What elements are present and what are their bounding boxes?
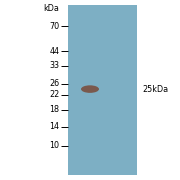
Text: 26: 26 (49, 79, 59, 88)
Text: 44: 44 (49, 47, 59, 56)
Text: 22: 22 (49, 90, 59, 99)
Text: kDa: kDa (44, 4, 59, 13)
Text: 70: 70 (49, 22, 59, 31)
Ellipse shape (81, 85, 99, 93)
Text: 33: 33 (49, 61, 59, 70)
FancyBboxPatch shape (68, 5, 137, 175)
Text: 14: 14 (49, 122, 59, 131)
Text: 18: 18 (49, 105, 59, 114)
Text: 25kDa: 25kDa (142, 85, 168, 94)
Text: 10: 10 (49, 141, 59, 150)
